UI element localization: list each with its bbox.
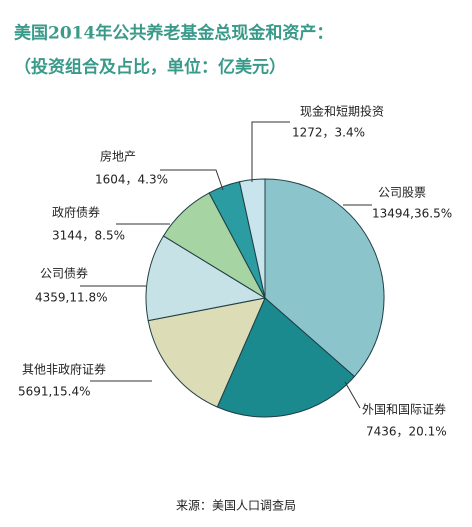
value-label: 7436，20.1% [366,425,447,439]
slice-label: 公司股票 [378,186,426,200]
slice-label: 其他非政府证券 [22,362,106,377]
slice-label: 外国和国际证券 [362,402,446,417]
leader-line [160,169,224,191]
slice-label: 政府债券 [52,205,100,220]
value-label: 3144，8.5% [52,229,125,243]
value-label: 1272，3.4% [292,126,365,140]
pie-slice [145,235,267,322]
value-label: 13494,36.5% [372,207,452,221]
value-label: 4359,11.8% [35,291,107,305]
leader-line [251,121,290,182]
source: 来源：美国人口调查局 [176,499,296,513]
pie-slice [264,178,385,378]
chart-title: 美国2014年公共养老基金总现金和资产： [14,23,333,44]
pie-slice [216,297,356,418]
leader-line [344,381,361,409]
slice-label: 房地产 [100,149,136,164]
slice-label: 现金和短期投资 [300,104,384,119]
value-label: 5691,15.4% [18,385,90,399]
chart-subtitle: （投资组合及占比，单位：亿美元） [14,57,286,78]
pie-slice [147,297,266,408]
slice-label: 公司债券 [40,266,88,281]
value-label: 1604，4.3% [95,173,168,187]
